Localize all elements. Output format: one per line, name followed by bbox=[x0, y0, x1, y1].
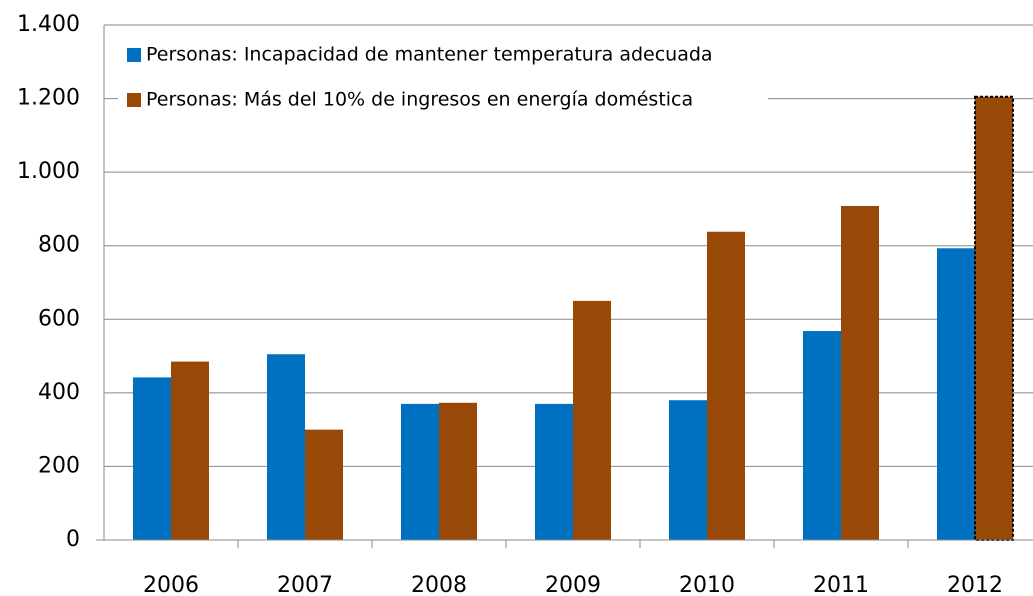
y-tick-label: 1.400 bbox=[17, 12, 80, 37]
y-tick-label: 1.200 bbox=[17, 86, 80, 111]
x-tick-label: 2009 bbox=[545, 573, 601, 596]
y-tick-label: 400 bbox=[38, 380, 80, 405]
bar bbox=[803, 331, 841, 540]
y-tick-label: 1.000 bbox=[17, 159, 80, 184]
legend-label: Personas: Incapacidad de mantener temper… bbox=[146, 44, 713, 66]
bar bbox=[669, 400, 707, 540]
bar bbox=[707, 231, 745, 540]
x-tick-label: 2010 bbox=[679, 573, 735, 596]
x-tick-label: 2008 bbox=[411, 573, 467, 596]
bar bbox=[401, 403, 439, 540]
y-tick-label: 600 bbox=[38, 306, 80, 331]
bar bbox=[305, 429, 343, 540]
legend-label: Personas: Más del 10% de ingresos en ene… bbox=[146, 89, 693, 111]
y-tick-label: 200 bbox=[38, 453, 80, 478]
bar bbox=[439, 402, 477, 540]
x-tick-label: 2011 bbox=[813, 573, 869, 596]
y-tick-label: 800 bbox=[38, 233, 80, 258]
bar bbox=[974, 95, 1014, 541]
x-tick-label: 2006 bbox=[143, 573, 199, 596]
bar bbox=[535, 403, 573, 540]
y-tick-label: 0 bbox=[66, 527, 80, 552]
x-tick-label: 2012 bbox=[947, 573, 1003, 596]
legend-box bbox=[118, 36, 768, 122]
bar bbox=[937, 248, 975, 540]
legend-swatch bbox=[127, 48, 141, 62]
bar bbox=[841, 205, 879, 540]
bar bbox=[573, 300, 611, 540]
bar bbox=[267, 354, 305, 540]
legend-swatch bbox=[127, 93, 141, 107]
x-tick-label: 2007 bbox=[277, 573, 333, 596]
bar bbox=[133, 377, 171, 540]
bar bbox=[171, 361, 209, 540]
